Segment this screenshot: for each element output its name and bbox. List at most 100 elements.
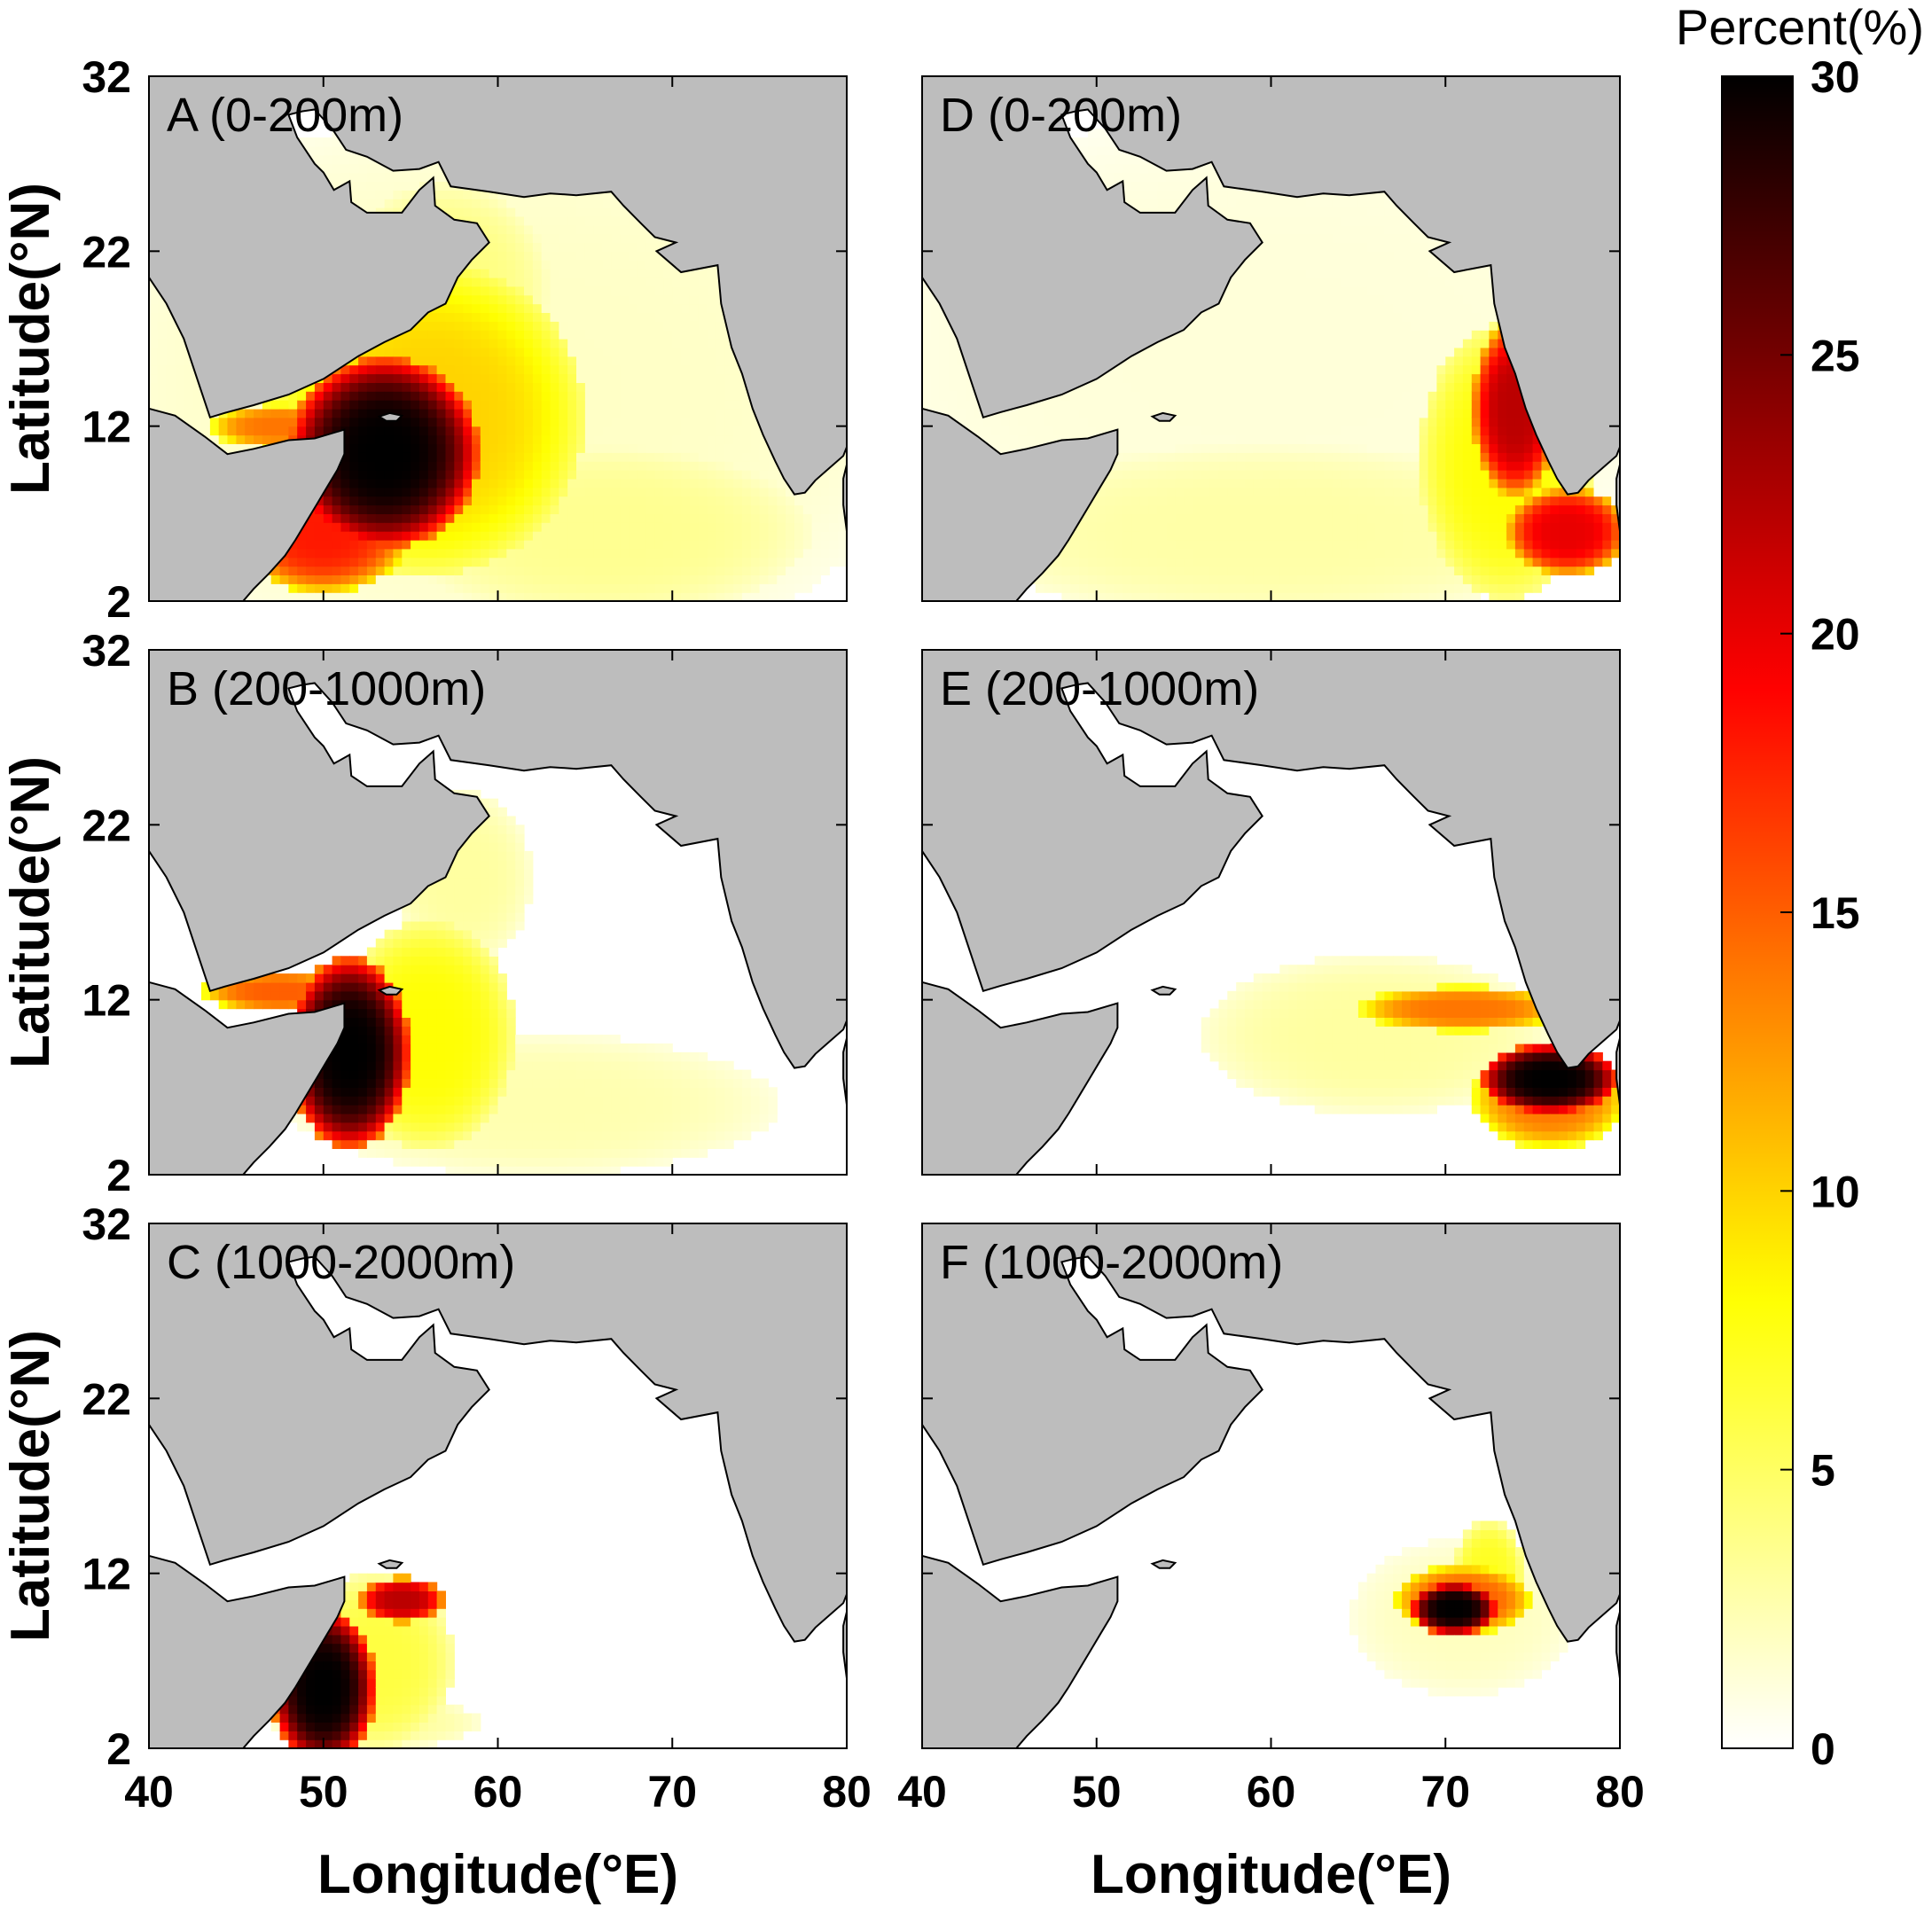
heat-cell: [436, 364, 446, 375]
heat-cell: [576, 548, 586, 559]
heat-cell: [550, 207, 559, 217]
heat-cell: [358, 400, 368, 410]
heat-cell: [637, 251, 647, 261]
heat-cell: [611, 417, 621, 427]
heat-cell: [532, 251, 543, 261]
heat-cell: [584, 285, 595, 296]
heat-cell: [559, 269, 568, 278]
heat-cell: [375, 356, 386, 366]
heat-cell: [445, 391, 455, 401]
heat-cell: [559, 496, 568, 506]
heat-cell: [489, 417, 499, 427]
heat-cell: [497, 312, 507, 322]
heat-cell: [270, 417, 281, 427]
heat-cell: [611, 566, 621, 575]
heat-cell: [550, 470, 559, 480]
heat-cell: [463, 312, 473, 322]
heat-cell: [524, 408, 534, 418]
heat-cell: [829, 522, 839, 532]
heat-cell: [524, 522, 534, 532]
heat-cell: [645, 531, 656, 541]
heat-cell: [175, 382, 184, 392]
heat-cell: [349, 504, 359, 514]
heat-cell: [559, 548, 568, 559]
heat-cell: [707, 347, 716, 357]
heat-cell: [620, 251, 630, 261]
heat-cell: [454, 434, 464, 444]
heat-cell: [811, 574, 821, 584]
heat-cell: [436, 478, 446, 488]
heat-cell: [472, 285, 481, 296]
heat-cell: [672, 461, 682, 471]
heat-cell: [541, 224, 551, 235]
heat-cell: [663, 277, 673, 287]
heat-cell: [427, 592, 438, 601]
heat-cell: [724, 426, 734, 436]
heat-cell: [236, 417, 246, 427]
heat-cell: [939, 373, 950, 383]
heat-cell: [541, 496, 551, 506]
heat-cell: [297, 400, 307, 410]
heat-cell: [637, 339, 647, 348]
heat-cell: [724, 504, 734, 514]
heat-cell: [340, 513, 350, 523]
heat-cell: [576, 574, 586, 584]
heat-cell: [366, 496, 377, 506]
heat-cell: [384, 199, 394, 208]
heat-cell: [584, 215, 595, 226]
heat-cell: [733, 382, 743, 392]
heat-cell: [645, 294, 656, 305]
heat-cell: [716, 566, 725, 575]
heat-cell: [948, 391, 958, 401]
heat-cell: [489, 574, 499, 584]
heat-cell: [323, 583, 333, 593]
heat-cell: [402, 504, 411, 514]
heat-cell: [794, 548, 804, 559]
heat-cell: [672, 566, 682, 575]
heat-cell: [733, 443, 743, 453]
heat-cell: [366, 461, 377, 471]
heat-cell: [654, 339, 664, 348]
heat-cell: [209, 434, 220, 444]
heat-cell: [663, 303, 673, 313]
heat-cell: [559, 364, 568, 375]
heat-cell: [820, 566, 830, 575]
heat-cell: [750, 487, 761, 497]
heat-cell: [629, 592, 638, 601]
heat-cell: [454, 391, 464, 401]
heat-cell: [672, 285, 682, 296]
heat-cell: [245, 592, 254, 601]
heat-cell: [593, 574, 604, 584]
heat-cell: [593, 347, 604, 357]
heat-cell: [559, 285, 568, 296]
heat-cell: [463, 347, 473, 357]
heat-cell: [1070, 592, 1080, 601]
heat-cell: [480, 592, 490, 601]
heat-cell: [472, 190, 481, 199]
heat-cell: [480, 269, 490, 278]
heat-cell: [454, 382, 464, 392]
heat-cell: [576, 504, 586, 514]
heat-cell: [1044, 408, 1054, 418]
heat-cell: [567, 426, 577, 436]
heat-cell: [741, 531, 752, 541]
heat-cell: [593, 487, 604, 497]
heat-cell: [254, 426, 263, 436]
heat-cell: [358, 364, 368, 375]
heat-cell: [922, 382, 932, 392]
heat-cell: [245, 426, 254, 436]
heat-cell: [175, 373, 184, 383]
heat-cell: [366, 548, 377, 559]
heat-cell: [576, 242, 586, 252]
heat-cell: [759, 504, 769, 514]
heat-cell: [602, 531, 612, 541]
heat-cell: [384, 496, 394, 506]
heat-cell: [411, 382, 420, 392]
heat-cell: [532, 557, 543, 567]
heat-cell: [802, 566, 813, 575]
heat-cell: [707, 408, 716, 418]
heat-cell: [506, 207, 516, 217]
heat-cell: [323, 487, 333, 497]
heat-cell: [427, 504, 438, 514]
heat-cell: [454, 312, 464, 322]
